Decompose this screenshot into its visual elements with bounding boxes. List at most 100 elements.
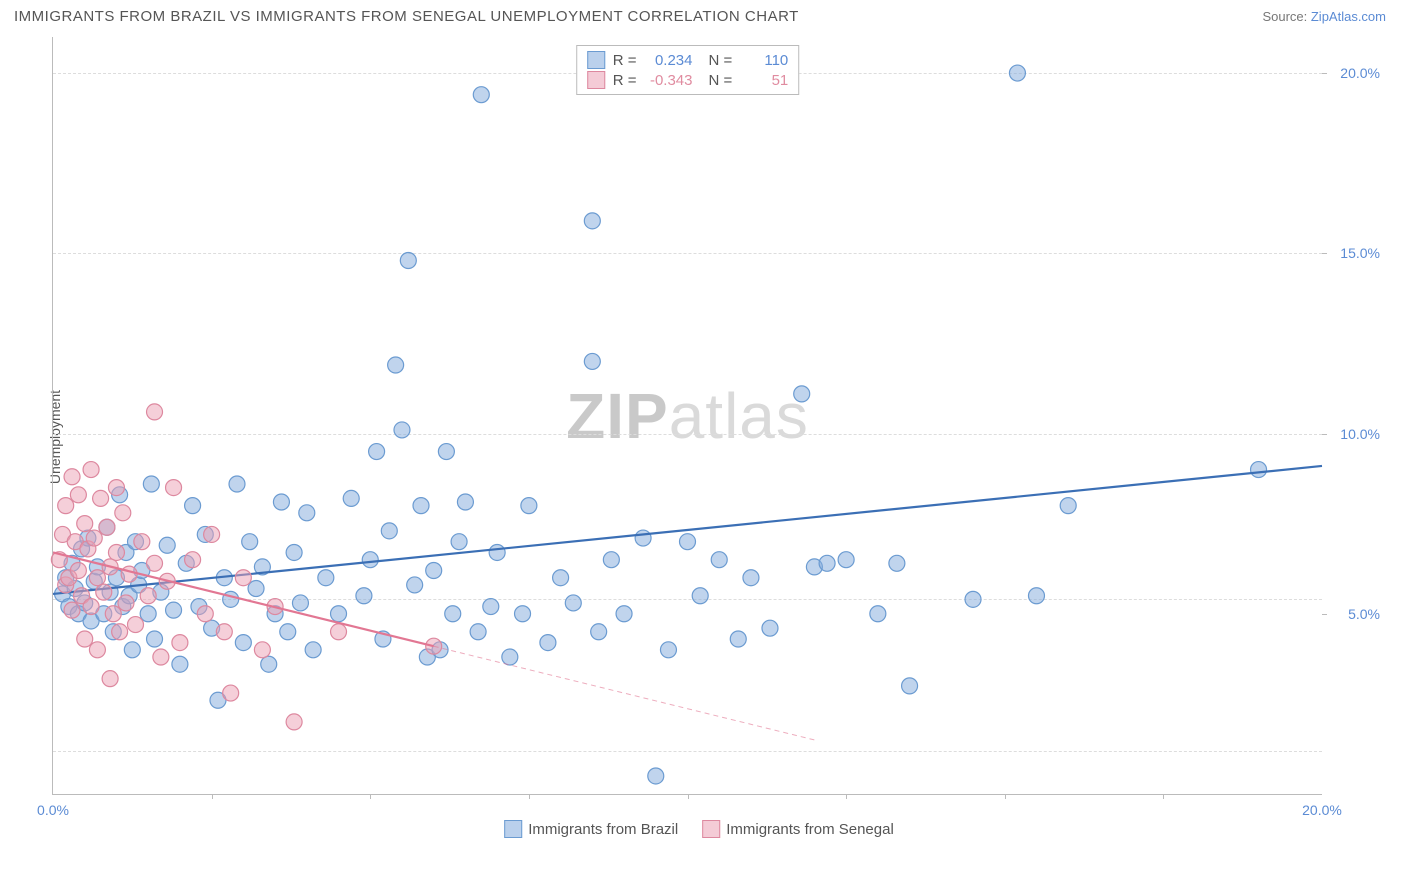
scatter-point-brazil	[248, 581, 264, 597]
y-tick-label: 15.0%	[1328, 245, 1380, 261]
scatter-point-brazil	[407, 577, 423, 593]
scatter-point-brazil	[235, 635, 251, 651]
scatter-point-brazil	[400, 252, 416, 268]
scatter-point-brazil	[730, 631, 746, 647]
plot-area: ZIPatlas R = 0.234 N = 110 R = -0.343 N …	[52, 37, 1322, 795]
scatter-point-brazil	[515, 606, 531, 622]
scatter-point-senegal	[96, 584, 112, 600]
scatter-point-brazil	[743, 570, 759, 586]
stats-row-senegal: R = -0.343 N = 51	[587, 70, 789, 90]
scatter-point-brazil	[124, 642, 140, 658]
x-tick-label: 20.0%	[1302, 802, 1342, 818]
scatter-point-brazil	[680, 534, 696, 550]
scatter-point-senegal	[216, 624, 232, 640]
stats-legend: R = 0.234 N = 110 R = -0.343 N = 51	[576, 45, 800, 95]
scatter-point-senegal	[235, 570, 251, 586]
scatter-point-senegal	[286, 714, 302, 730]
chart-header: IMMIGRANTS FROM BRAZIL VS IMMIGRANTS FRO…	[0, 0, 1406, 29]
source-link[interactable]: ZipAtlas.com	[1311, 9, 1386, 24]
swatch-pink-icon	[702, 820, 720, 838]
n-value-brazil: 110	[740, 52, 788, 69]
swatch-pink-icon	[587, 71, 605, 89]
scatter-point-brazil	[261, 656, 277, 672]
scatter-point-brazil	[299, 505, 315, 521]
scatter-point-brazil	[362, 552, 378, 568]
scatter-point-senegal	[77, 631, 93, 647]
scatter-point-brazil	[457, 494, 473, 510]
scatter-point-senegal	[83, 599, 99, 615]
scatter-point-senegal	[86, 530, 102, 546]
scatter-point-senegal	[127, 617, 143, 633]
scatter-point-senegal	[77, 516, 93, 532]
scatter-point-senegal	[185, 552, 201, 568]
scatter-point-brazil	[147, 631, 163, 647]
scatter-point-brazil	[762, 620, 778, 636]
scatter-point-brazil	[343, 490, 359, 506]
scatter-svg	[53, 37, 1322, 794]
scatter-point-brazil	[394, 422, 410, 438]
scatter-point-senegal	[108, 480, 124, 496]
scatter-point-senegal	[83, 462, 99, 478]
scatter-point-brazil	[305, 642, 321, 658]
scatter-point-senegal	[105, 606, 121, 622]
scatter-point-brazil	[540, 635, 556, 651]
x-tick-label: 0.0%	[37, 802, 69, 818]
scatter-point-senegal	[64, 469, 80, 485]
scatter-point-senegal	[118, 595, 134, 611]
scatter-point-brazil	[140, 606, 156, 622]
scatter-point-brazil	[603, 552, 619, 568]
scatter-point-senegal	[331, 624, 347, 640]
scatter-point-senegal	[58, 498, 74, 514]
scatter-point-brazil	[502, 649, 518, 665]
swatch-blue-icon	[587, 51, 605, 69]
scatter-point-brazil	[426, 563, 442, 579]
y-tick-label: 20.0%	[1328, 65, 1380, 81]
scatter-point-brazil	[1028, 588, 1044, 604]
scatter-point-brazil	[521, 498, 537, 514]
legend-item-senegal: Immigrants from Senegal	[702, 820, 894, 838]
scatter-point-brazil	[473, 87, 489, 103]
scatter-point-brazil	[470, 624, 486, 640]
scatter-point-senegal	[121, 566, 137, 582]
scatter-point-senegal	[147, 404, 163, 420]
scatter-point-senegal	[64, 602, 80, 618]
y-tick-label: 10.0%	[1328, 426, 1380, 442]
r-value-senegal: -0.343	[645, 72, 693, 89]
series-legend: Immigrants from Brazil Immigrants from S…	[504, 820, 894, 838]
scatter-point-brazil	[838, 552, 854, 568]
scatter-point-senegal	[89, 642, 105, 658]
scatter-point-brazil	[794, 386, 810, 402]
scatter-point-brazil	[692, 588, 708, 604]
scatter-point-brazil	[381, 523, 397, 539]
scatter-point-senegal	[147, 555, 163, 571]
scatter-point-brazil	[565, 595, 581, 611]
legend-item-brazil: Immigrants from Brazil	[504, 820, 678, 838]
scatter-point-brazil	[451, 534, 467, 550]
scatter-point-senegal	[134, 534, 150, 550]
scatter-point-brazil	[280, 624, 296, 640]
source-credit: Source: ZipAtlas.com	[1262, 9, 1386, 24]
scatter-point-brazil	[1009, 65, 1025, 81]
scatter-point-senegal	[254, 642, 270, 658]
scatter-point-brazil	[445, 606, 461, 622]
scatter-point-brazil	[553, 570, 569, 586]
scatter-point-senegal	[204, 526, 220, 542]
scatter-point-senegal	[223, 685, 239, 701]
scatter-point-brazil	[660, 642, 676, 658]
scatter-point-brazil	[166, 602, 182, 618]
chart-container: Unemployment ZIPatlas R = 0.234 N = 110 …	[14, 29, 1384, 844]
scatter-point-senegal	[153, 649, 169, 665]
scatter-point-brazil	[584, 213, 600, 229]
scatter-point-senegal	[108, 544, 124, 560]
scatter-point-brazil	[1251, 462, 1267, 478]
scatter-point-senegal	[93, 490, 109, 506]
scatter-point-senegal	[99, 519, 115, 535]
scatter-point-brazil	[965, 591, 981, 607]
scatter-point-brazil	[483, 599, 499, 615]
scatter-point-brazil	[369, 444, 385, 460]
scatter-point-brazil	[413, 498, 429, 514]
scatter-point-brazil	[356, 588, 372, 604]
scatter-point-brazil	[292, 595, 308, 611]
scatter-point-brazil	[870, 606, 886, 622]
scatter-point-senegal	[140, 588, 156, 604]
